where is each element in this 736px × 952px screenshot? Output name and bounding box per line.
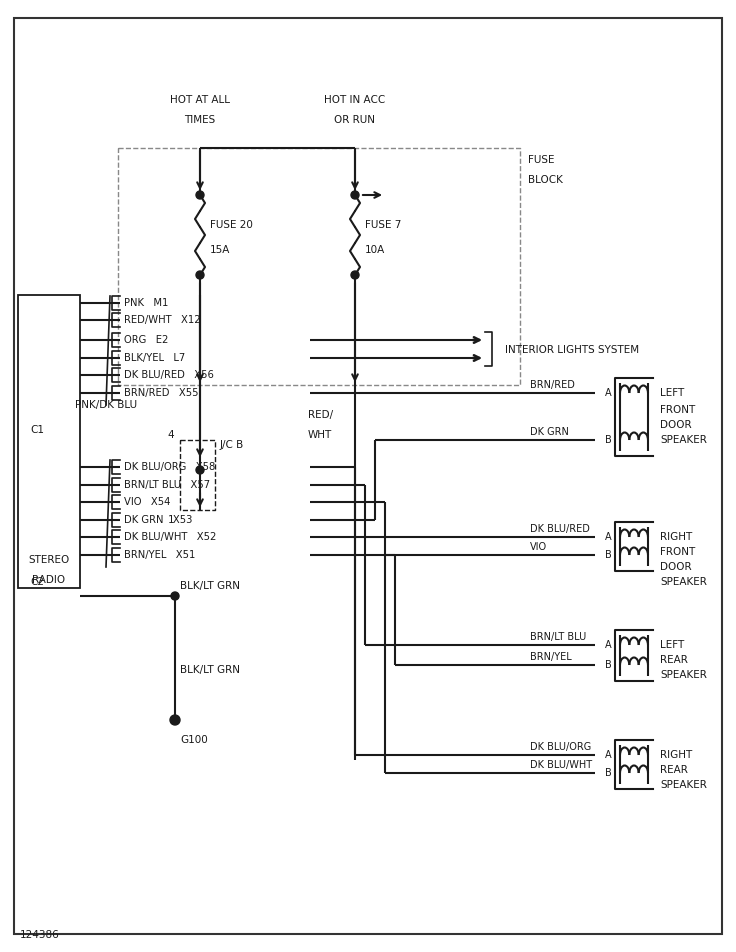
Text: DK BLU/RED   X56: DK BLU/RED X56 [124,370,214,380]
Text: FRONT: FRONT [660,405,696,415]
Text: B: B [605,660,612,670]
Text: STEREO: STEREO [29,555,70,565]
Text: FRONT: FRONT [660,547,696,557]
Text: FUSE: FUSE [528,155,554,165]
Text: BRN/LT BLU   X57: BRN/LT BLU X57 [124,480,210,490]
Text: DK BLU/RED: DK BLU/RED [530,524,590,534]
Text: BRN/RED   X55: BRN/RED X55 [124,388,199,398]
Text: DK BLU/WHT: DK BLU/WHT [530,760,592,770]
Text: OR RUN: OR RUN [334,115,375,125]
Text: WHT: WHT [308,430,332,440]
Circle shape [351,191,359,199]
Text: VIO   X54: VIO X54 [124,497,170,507]
Text: DK BLU/ORG   X58: DK BLU/ORG X58 [124,462,215,472]
Text: DK GRN: DK GRN [530,427,569,437]
Text: HOT IN ACC: HOT IN ACC [325,95,386,105]
Text: A: A [606,532,612,542]
Text: LEFT: LEFT [660,388,684,398]
Text: VIO: VIO [530,542,547,552]
Text: DK BLU/ORG: DK BLU/ORG [530,742,591,752]
Text: C1: C1 [30,425,44,435]
Circle shape [170,715,180,725]
Text: A: A [606,640,612,650]
Text: 1: 1 [167,515,174,525]
Text: B: B [605,768,612,778]
Text: RED/WHT   X12: RED/WHT X12 [124,315,201,325]
Text: 10A: 10A [365,245,385,255]
Text: DK BLU/WHT   X52: DK BLU/WHT X52 [124,532,216,542]
Text: INTERIOR LIGHTS SYSTEM: INTERIOR LIGHTS SYSTEM [505,345,639,355]
Text: 15A: 15A [210,245,230,255]
Text: BRN/YEL: BRN/YEL [530,652,572,662]
Text: G100: G100 [180,735,208,745]
Text: BRN/RED: BRN/RED [530,380,575,390]
Circle shape [196,466,204,474]
Text: PNK/DK BLU: PNK/DK BLU [75,400,137,410]
Text: RIGHT: RIGHT [660,750,693,760]
Text: B: B [605,435,612,445]
Text: BRN/LT BLU: BRN/LT BLU [530,632,587,642]
Bar [18,295,80,588]
Text: 4: 4 [167,430,174,440]
Text: BRN/YEL   X51: BRN/YEL X51 [124,550,195,560]
Text: SPEAKER: SPEAKER [660,577,707,587]
Text: SPEAKER: SPEAKER [660,435,707,445]
Text: PNK   M1: PNK M1 [124,298,169,308]
Circle shape [196,271,204,279]
Text: A: A [606,750,612,760]
Circle shape [196,191,204,199]
Text: FUSE 7: FUSE 7 [365,220,401,230]
Circle shape [171,592,179,600]
Text: BLK/YEL   L7: BLK/YEL L7 [124,353,185,363]
Text: ORG   E2: ORG E2 [124,335,169,345]
Text: BLOCK: BLOCK [528,175,563,185]
Text: DOOR: DOOR [660,420,692,430]
Text: C2: C2 [30,577,44,587]
Text: B: B [605,550,612,560]
Text: BLK/LT GRN: BLK/LT GRN [180,665,240,675]
Text: RED/: RED/ [308,410,333,420]
Text: REAR: REAR [660,655,688,665]
Text: DK GRN   X53: DK GRN X53 [124,515,192,525]
Text: J/C B: J/C B [220,440,244,450]
Text: BLK/LT GRN: BLK/LT GRN [180,581,240,591]
Text: HOT AT ALL: HOT AT ALL [170,95,230,105]
Text: LEFT: LEFT [660,640,684,650]
Text: DOOR: DOOR [660,562,692,572]
Text: SPEAKER: SPEAKER [660,780,707,790]
Text: TIMES: TIMES [185,115,216,125]
Circle shape [351,271,359,279]
Text: SPEAKER: SPEAKER [660,670,707,680]
Text: REAR: REAR [660,765,688,775]
Text: RIGHT: RIGHT [660,532,693,542]
Text: FUSE 20: FUSE 20 [210,220,253,230]
Text: A: A [606,388,612,398]
Text: 124386: 124386 [20,930,60,940]
Text: RADIO: RADIO [32,575,66,585]
